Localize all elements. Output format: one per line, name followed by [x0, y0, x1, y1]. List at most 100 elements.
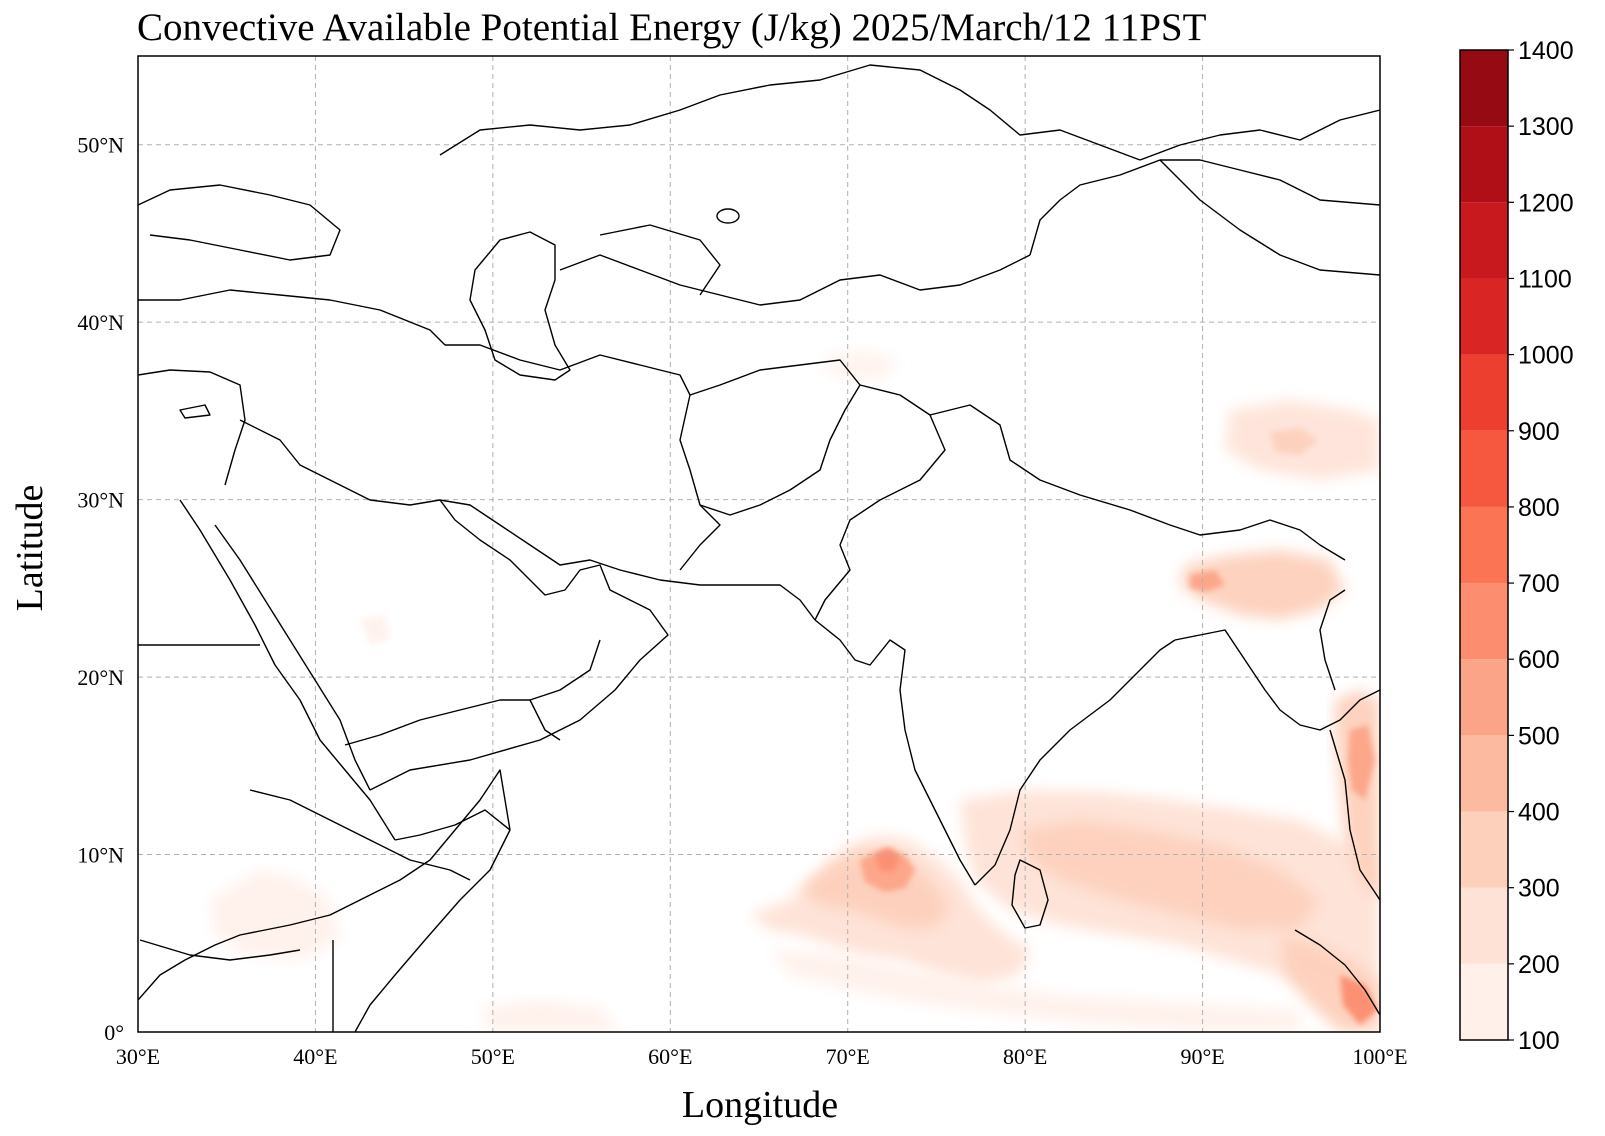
colorbar-tick-label: 1300 — [1518, 113, 1574, 141]
x-axis-title: Longitude — [682, 1084, 838, 1126]
colorbar-band — [1460, 659, 1508, 736]
colorbar-tick-label: 1400 — [1518, 37, 1574, 65]
coastline-caspian-sea — [469, 231, 571, 381]
coastline-india-west — [814, 619, 976, 886]
colorbar-band — [1460, 583, 1508, 660]
lon-tick-label: 50°E — [471, 1044, 515, 1069]
gridlines — [138, 56, 1380, 1032]
coastline-red-sea-east — [214, 524, 371, 791]
lat-tick-label: 50°N — [77, 133, 124, 158]
coastline-india-east — [974, 639, 1176, 886]
border-pakistan-india — [814, 384, 946, 621]
y-axis-title: Latitude — [9, 485, 51, 612]
border-iraq-saudi — [239, 419, 441, 506]
coastline-red-sea-west — [179, 499, 396, 841]
coastline-mediterranean-east — [138, 369, 246, 486]
cape-region-tibet-core — [1270, 428, 1318, 455]
coastline-arabia-south — [369, 499, 669, 791]
border-oman — [529, 699, 561, 741]
border-china-mongolia — [1139, 109, 1380, 161]
colorbar-band — [1460, 126, 1508, 203]
lon-tick-label: 90°E — [1180, 1044, 1224, 1069]
colorbar-outline — [1459, 49, 1509, 1041]
colorbar-band — [1460, 963, 1508, 1040]
colorbar-tick-label: 1000 — [1518, 342, 1574, 370]
coastline-black-sea — [138, 184, 341, 261]
coastline-bangladesh-myanmar — [1174, 629, 1380, 731]
cape-region-sumatra-core — [1340, 975, 1378, 1025]
border-afghanistan-pakistan — [689, 359, 861, 516]
cape-region-bay-of-bengal-core — [1020, 820, 1320, 930]
coastline-sumatra — [1294, 929, 1380, 1016]
coastline-sri-lanka — [1011, 859, 1049, 929]
cape-region-lakshadweep — [875, 848, 900, 872]
colorbar-band — [1460, 50, 1508, 127]
coastlines — [138, 64, 1380, 1032]
coastline-horn-of-africa — [394, 809, 511, 841]
colorbar-tick-label: 200 — [1518, 951, 1560, 979]
latitude-ticks: 0° 10°N 20°N 30°N 40°N 50°N — [77, 133, 124, 1045]
border-saudi-yemen-oman — [344, 639, 601, 746]
cape-region-central-asia — [820, 350, 900, 380]
lat-tick-label: 20°N — [77, 665, 124, 690]
border-china-south — [1159, 159, 1380, 276]
border-ethiopia-somalia — [249, 789, 471, 881]
colorbar-band — [1460, 811, 1508, 888]
border-turkey-syria-iraq — [138, 289, 446, 346]
colorbar-band — [1460, 735, 1508, 812]
border-ethiopia-kenya — [139, 939, 301, 961]
coastline-malay-peninsula — [1329, 729, 1380, 901]
lat-tick-label: 0° — [104, 1020, 124, 1045]
colorbar-band — [1460, 354, 1508, 431]
colorbar-band — [1460, 506, 1508, 584]
colorbar-band — [1460, 887, 1508, 964]
colorbar-band — [1460, 430, 1508, 507]
lon-tick-label: 70°E — [826, 1044, 870, 1069]
colorbar-tick-label: 1100 — [1518, 265, 1572, 293]
coastline-aral-lake — [716, 208, 740, 224]
cape-region-northeast-india — [1180, 550, 1345, 620]
colorbar-band — [1460, 202, 1508, 279]
map-frame — [137, 55, 1381, 1033]
lat-tick-label: 40°N — [77, 310, 124, 335]
colorbar-labels: 100 200 300 400 500 600 700 800 900 1000 1100 1200 1… — [1508, 37, 1574, 1055]
border-myanmar-thailand — [1319, 589, 1346, 691]
cape-region-northeast-india-core — [1190, 570, 1225, 592]
colorbar-tick-label: 400 — [1518, 799, 1560, 827]
lon-tick-label: 100°E — [1352, 1044, 1407, 1069]
lat-tick-label: 10°N — [77, 843, 124, 868]
border-kazakhstan-south — [559, 254, 1031, 306]
cape-region-east-africa — [210, 870, 340, 960]
border-uzbekistan — [599, 224, 721, 296]
lon-tick-label: 30°E — [116, 1044, 160, 1069]
colorbar-tick-label: 300 — [1518, 875, 1560, 903]
colorbar-band — [1460, 278, 1508, 355]
lon-tick-label: 80°E — [1003, 1044, 1047, 1069]
cape-shading — [210, 350, 1380, 1032]
lon-tick-label: 60°E — [648, 1044, 692, 1069]
coastline-africa-east — [138, 769, 511, 1032]
colorbar-tick-label: 800 — [1518, 494, 1560, 522]
lon-tick-label: 40°E — [293, 1044, 337, 1069]
coastline-cyprus — [179, 404, 211, 419]
border-india-china-nepal — [929, 404, 1346, 561]
colorbar-tick-label: 100 — [1518, 1027, 1560, 1055]
cape-region-myanmar-core — [1348, 725, 1375, 800]
border-iran — [445, 344, 721, 571]
colorbar-tick-label: 700 — [1518, 570, 1560, 598]
border-russia-kazakhstan — [439, 64, 1141, 161]
colorbar-bands — [1460, 50, 1508, 1040]
cape-region-arabia-small — [360, 615, 390, 645]
longitude-ticks: 30°E 40°E 50°E 60°E 70°E 80°E 90°E 100°E — [116, 1044, 1408, 1069]
coastline-iran-south — [439, 499, 816, 621]
cape-region-south-indian-ocean — [770, 950, 1300, 1032]
chart-title: Convective Available Potential Energy (J… — [137, 6, 1207, 49]
lat-tick-label: 30°N — [77, 488, 124, 513]
colorbar-tick-label: 900 — [1518, 418, 1560, 446]
colorbar: 100 200 300 400 500 600 700 800 900 1000 1100 1200 1… — [1459, 37, 1574, 1055]
colorbar-tick-label: 1200 — [1518, 189, 1574, 217]
colorbar-tick-label: 500 — [1518, 722, 1560, 750]
colorbar-tick-label: 600 — [1518, 646, 1560, 674]
cape-region-somali-coast — [480, 1000, 620, 1032]
